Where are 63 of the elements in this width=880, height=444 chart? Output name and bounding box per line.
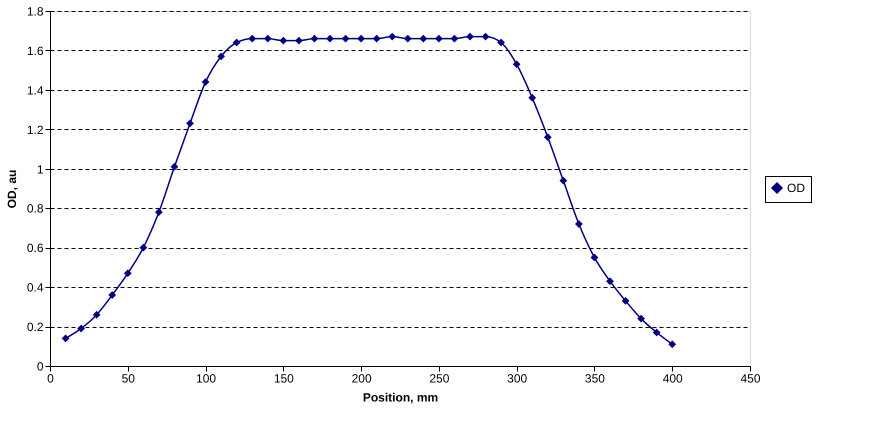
x-axis-title: Position, mm	[362, 390, 438, 404]
legend-label: OD	[787, 181, 806, 195]
point	[668, 340, 676, 348]
y-tick-label: 0.2	[26, 320, 44, 334]
point	[248, 34, 256, 42]
point	[202, 78, 210, 86]
point	[139, 244, 148, 252]
y-tick-label: 1	[36, 162, 44, 176]
x-tick-label: 100	[196, 372, 216, 386]
y-tick-label: 0	[36, 360, 44, 374]
point	[232, 38, 241, 46]
x-tick-label: 200	[352, 372, 372, 386]
point	[170, 162, 178, 171]
point	[466, 32, 474, 41]
point	[186, 120, 194, 128]
point	[372, 34, 381, 42]
point	[482, 32, 490, 41]
point	[419, 34, 428, 42]
x-tick-label: 350	[584, 372, 606, 386]
point	[124, 269, 132, 278]
x-tick-label: 250	[429, 372, 450, 386]
point	[388, 32, 396, 41]
point	[108, 291, 116, 299]
point	[342, 34, 350, 42]
point	[217, 52, 225, 60]
point	[512, 60, 521, 68]
point	[77, 324, 85, 332]
point	[450, 34, 458, 42]
point	[497, 38, 505, 46]
point	[155, 208, 163, 216]
x-tick-label: 150	[274, 372, 294, 386]
point	[652, 328, 661, 336]
x-tick-label: 400	[662, 372, 684, 386]
point	[544, 133, 552, 142]
point	[622, 297, 630, 305]
point	[637, 314, 645, 323]
point	[528, 94, 536, 102]
y-tick-label: 1.2	[26, 122, 44, 137]
point	[404, 34, 412, 42]
point	[606, 277, 614, 286]
y-tick-label: 1.8	[26, 4, 44, 18]
y-tick-label: 0.6	[26, 241, 44, 256]
point	[264, 34, 272, 42]
y-axis-title: OD, au	[4, 170, 19, 208]
point	[92, 310, 101, 319]
point	[62, 334, 70, 342]
y-tick-label: 1.6	[26, 44, 44, 58]
point	[590, 254, 598, 262]
point	[279, 36, 288, 44]
x-tick-label: 450	[740, 372, 761, 386]
y-tick-label: 0.4	[26, 280, 44, 295]
point	[559, 176, 568, 184]
y-tick-label: 0.8	[26, 202, 44, 216]
point	[575, 220, 583, 228]
x-tick-label: 300	[507, 372, 528, 386]
x-tick-label: 50	[122, 372, 136, 386]
point	[357, 34, 365, 42]
point	[435, 34, 443, 42]
y-tick-label: 1.4	[26, 83, 44, 98]
point	[326, 34, 334, 42]
point	[310, 34, 318, 42]
x-tick-label: 0	[47, 372, 54, 386]
point	[295, 36, 303, 44]
